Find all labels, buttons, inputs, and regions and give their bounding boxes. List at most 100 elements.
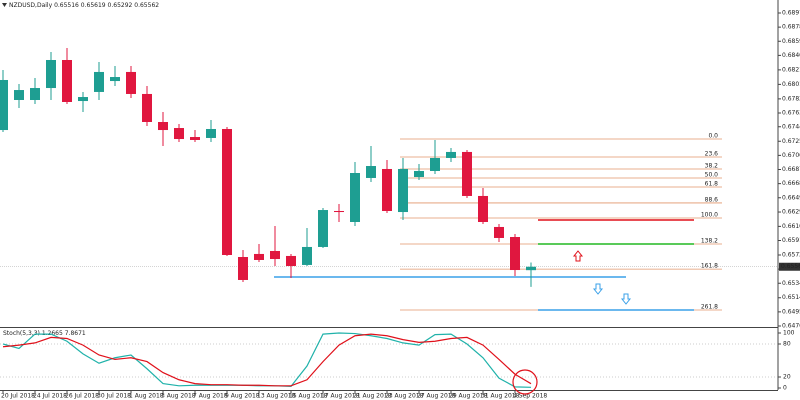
symbol-header: NZDUSD,Daily 0.65516 0.65619 0.65292 0.6… (9, 2, 159, 9)
candle-body (46, 59, 56, 89)
y-tick-label: 0.6821 (782, 66, 800, 73)
fib-label: 0.0 (708, 133, 718, 140)
y-tick-label: 0.6687 (782, 166, 800, 173)
x-tick-label: 26 Jul 2018 (65, 393, 99, 400)
x-tick-label: 17 Aug 2018 (321, 393, 360, 400)
fib-label: 88.6 (705, 196, 719, 203)
fib-label: 100.0 (701, 211, 718, 218)
y-tick-label: 0.65915 (782, 237, 800, 244)
x-tick-label: 23 Aug 2018 (385, 393, 424, 400)
candle-body (526, 266, 536, 271)
candle-body (318, 210, 328, 247)
y-tick-label: 0.6725 (782, 138, 800, 145)
x-tick-label: 30 Jul 2018 (97, 393, 131, 400)
fib-label: 23.6 (705, 151, 719, 158)
candle-body (254, 253, 264, 260)
candle-body (174, 128, 184, 140)
y-tick-label: 0.68595 (782, 38, 800, 45)
y-tick-label: 0.6572 (782, 252, 800, 259)
y-tick-label: 100 (783, 330, 795, 337)
y-tick-label: 0.66298 (782, 209, 800, 216)
symbol-menu-icon[interactable] (2, 3, 7, 7)
candle-body (478, 195, 488, 222)
y-tick-label: 0.6668 (782, 180, 800, 187)
x-tick-label: 21 Aug 2018 (353, 393, 392, 400)
candle-body (14, 90, 24, 100)
candle-body (62, 59, 72, 103)
candle-body (446, 151, 456, 158)
candle-body (190, 137, 200, 140)
y-tick-label: 20 (783, 374, 791, 381)
y-tick-label: 0.65145 (782, 294, 800, 301)
candle-body (126, 71, 136, 94)
last-close: 0.65562 (134, 2, 159, 9)
candle-body (270, 250, 280, 260)
y-tick-label: 0.6649 (782, 194, 800, 201)
stoch-signal-last: 7.8671 (65, 330, 86, 337)
candle-body (510, 237, 520, 271)
current-price-box (779, 262, 800, 271)
x-tick-label: 29 Aug 2018 (449, 393, 488, 400)
y-tick-label: 0.68975 (782, 10, 800, 17)
candle-body (334, 210, 344, 213)
candle-body (94, 71, 104, 92)
candle-body (430, 157, 440, 171)
x-tick-label: 3 Aug 2018 (161, 393, 196, 400)
fib-label: 261.8 (701, 304, 718, 311)
stoch-header: Stoch(5,3,3) 1.2665 7.8671 (3, 330, 86, 337)
x-tick-label: 7 Aug 2018 (193, 393, 228, 400)
stoch-main-last: 1.2665 (42, 330, 63, 337)
down-arrow (592, 283, 604, 295)
candle-body (302, 246, 312, 265)
candle-body (110, 77, 120, 82)
candle-body (366, 166, 376, 178)
last-high: 0.65619 (81, 2, 106, 9)
candle-body (382, 168, 392, 211)
candle-body (398, 168, 408, 213)
stoch-line (2, 333, 532, 387)
y-tick-label: 80 (783, 341, 791, 348)
x-tick-label: 24 Jul 2018 (33, 393, 67, 400)
x-tick-label: 13 Aug 2018 (257, 393, 296, 400)
candle-body (78, 97, 88, 102)
up-arrow (572, 250, 584, 262)
y-tick-label: 0.6706 (782, 152, 800, 159)
candle-body (414, 170, 424, 178)
fib-label: 50.0 (705, 171, 719, 178)
down-arrow (620, 293, 632, 305)
fib-label: 38.2 (705, 162, 719, 169)
x-tick-label: 20 Jul 2018 (1, 393, 35, 400)
candle-body (158, 121, 168, 131)
x-tick-label: 15 Aug 2018 (289, 393, 328, 400)
candle-body (238, 257, 248, 280)
stoch-title: Stoch(5,3,3) (3, 330, 40, 337)
y-tick-label: 0.68405 (782, 52, 800, 59)
symbol-title: NZDUSD,Daily (9, 2, 53, 9)
fib-label: 61.8 (705, 180, 719, 187)
highlight-circle (512, 369, 538, 395)
x-tick-label: 1 Aug 2018 (129, 393, 164, 400)
candle-body (30, 88, 40, 100)
last-low: 0.65292 (108, 2, 133, 9)
candle-body (462, 151, 472, 196)
y-tick-label: 0.67445 (782, 123, 800, 130)
candle-body (206, 128, 216, 138)
candle-body (494, 226, 504, 238)
candle-body (0, 79, 8, 131)
current-price-label: 0.65562 (781, 263, 800, 270)
fib-label: 161.8 (701, 263, 718, 270)
fib-label: 138.2 (701, 237, 718, 244)
x-tick-label: 9 Aug 2018 (225, 393, 260, 400)
x-tick-label: 4 Sep 2018 (513, 393, 547, 400)
last-open: 0.65516 (54, 2, 79, 9)
x-tick-label: 31 Aug 2018 (481, 393, 520, 400)
candle-body (350, 172, 360, 222)
y-tick-label: 0.64955 (782, 308, 800, 315)
y-tick-label: 0.66105 (782, 223, 800, 230)
y-tick-label: 0.6782 (782, 95, 800, 102)
candle-body (142, 93, 152, 122)
y-tick-label: 0.64765 (782, 323, 800, 330)
candle-body (222, 128, 232, 256)
y-tick-label: 0.6534 (782, 280, 800, 287)
